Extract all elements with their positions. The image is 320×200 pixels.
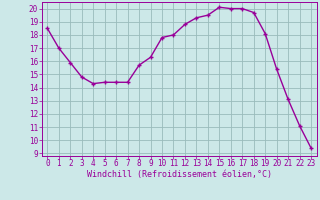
X-axis label: Windchill (Refroidissement éolien,°C): Windchill (Refroidissement éolien,°C) — [87, 170, 272, 179]
